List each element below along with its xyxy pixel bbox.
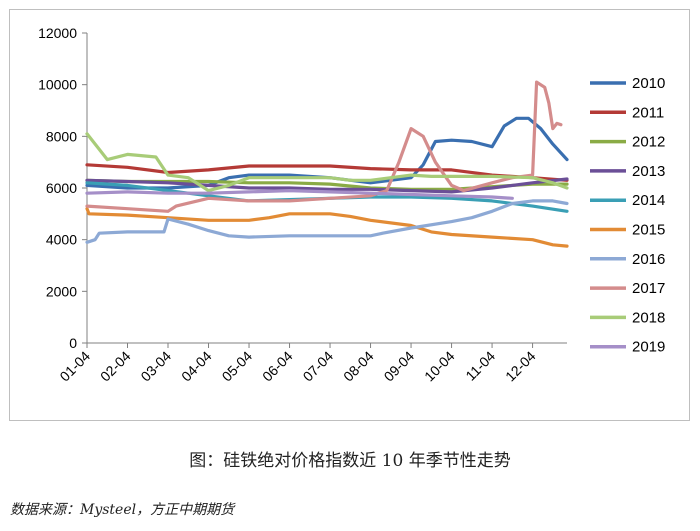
x-tick-label: 11-04 xyxy=(462,348,498,384)
series-line-2017 xyxy=(85,80,563,213)
y-tick-label: 0 xyxy=(69,335,77,351)
series-line-2013 xyxy=(85,177,569,194)
x-tick-label: 04-04 xyxy=(178,348,215,385)
y-tick-label: 12000 xyxy=(38,25,77,41)
x-tick-label: 09-04 xyxy=(381,348,418,385)
series-line-2019 xyxy=(85,189,514,200)
x-tick-label: 10-04 xyxy=(421,348,458,385)
x-tick-label: 03-04 xyxy=(137,348,174,385)
legend-label-2014: 2014 xyxy=(632,192,665,209)
x-tick-label: 02-04 xyxy=(97,348,134,385)
y-tick-label: 6000 xyxy=(46,180,77,196)
x-tick-label: 08-04 xyxy=(340,348,377,385)
legend-label-2017: 2017 xyxy=(632,280,665,297)
x-tick-label: 06-04 xyxy=(259,348,296,385)
series-line-2015 xyxy=(85,207,569,248)
chart-frame: 0 2000 4000 6000 8000 10000 12000 01-04 02-04 03-… xyxy=(9,9,690,421)
line-chart: 0 2000 4000 6000 8000 10000 12000 01-04 02-04 03-… xyxy=(38,25,665,385)
y-tick-label: 4000 xyxy=(46,232,77,248)
figure-caption: 图：硅铁绝对价格指数近 10 年季节性走势 xyxy=(189,451,511,471)
legend-label-2016: 2016 xyxy=(632,251,665,268)
legend-label-2015: 2015 xyxy=(632,222,665,239)
data-source-note: 数据来源：Mysteel，方正中期期货 xyxy=(10,502,235,518)
legend-label-2011: 2011 xyxy=(632,104,664,121)
y-tick-label: 10000 xyxy=(38,77,77,93)
legend-label-2018: 2018 xyxy=(632,309,665,326)
legend-label-2013: 2013 xyxy=(632,163,665,180)
series-line-2018 xyxy=(85,132,569,193)
legend-label-2010: 2010 xyxy=(632,75,665,92)
series-line-2016 xyxy=(85,199,569,244)
y-tick-label: 2000 xyxy=(46,283,77,299)
x-tick-label: 07-04 xyxy=(300,348,337,385)
legend-label-2019: 2019 xyxy=(632,339,665,356)
y-tick-label: 8000 xyxy=(46,128,77,144)
x-tick-label: 12-04 xyxy=(502,348,539,385)
legend-label-2012: 2012 xyxy=(632,134,665,151)
x-tick-label: 05-04 xyxy=(219,348,256,385)
x-tick-label: 01-04 xyxy=(56,348,93,385)
